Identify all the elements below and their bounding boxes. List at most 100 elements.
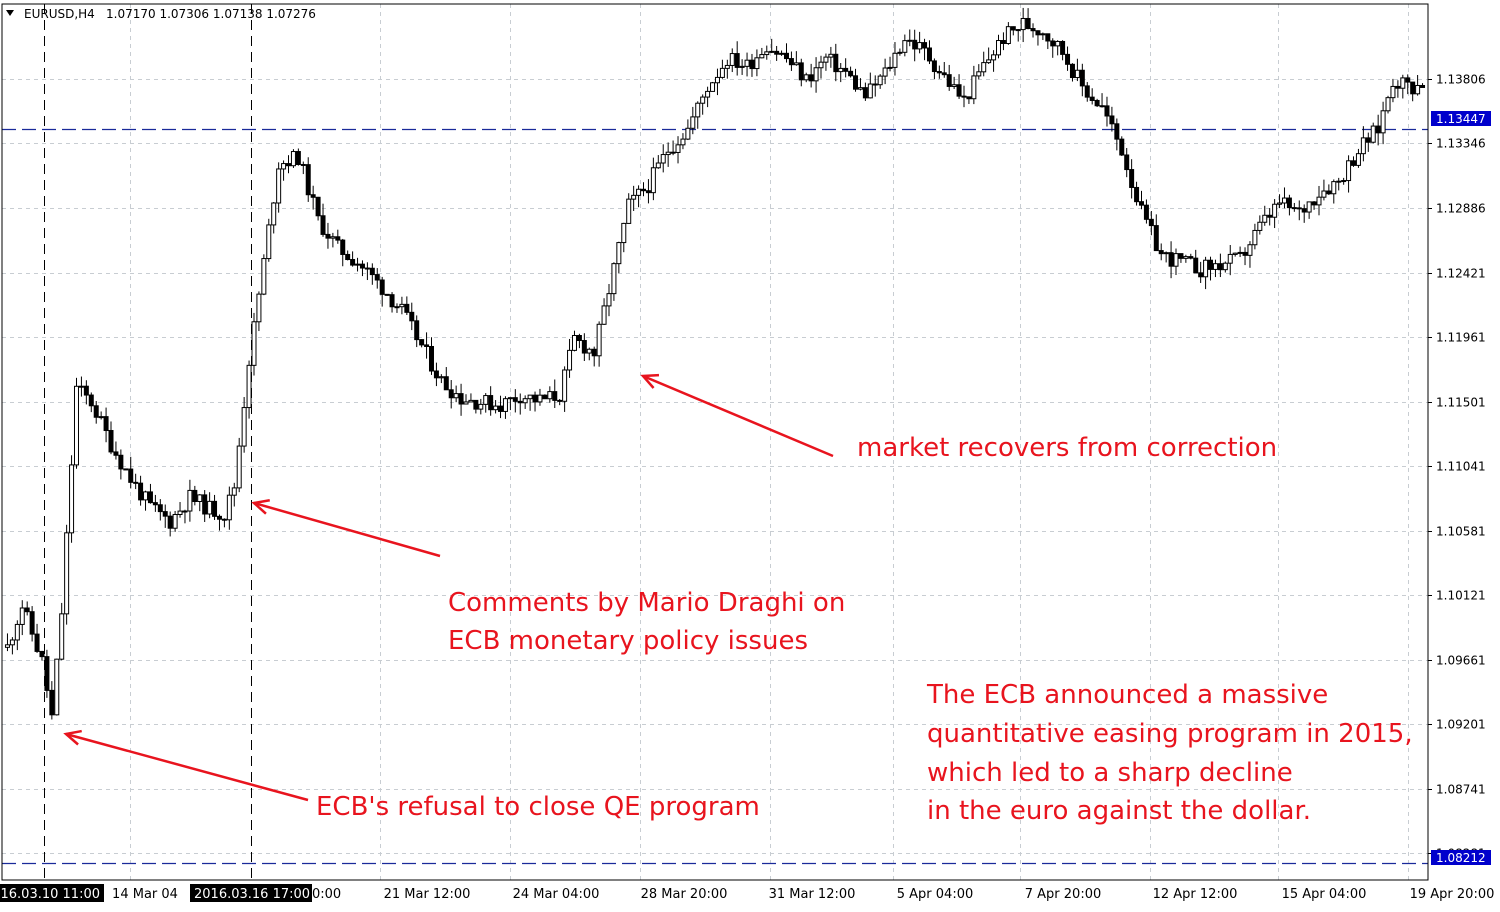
candle-up	[394, 306, 400, 309]
candle-up	[823, 56, 829, 63]
candle-up	[483, 395, 489, 405]
candle-up	[4, 644, 10, 648]
candle-down	[157, 504, 163, 513]
candle-up	[246, 364, 252, 409]
candle-down	[108, 430, 114, 453]
candle-up	[636, 188, 642, 196]
candle-up	[631, 194, 637, 200]
candle-up	[1247, 244, 1253, 256]
candle-up	[251, 321, 257, 366]
candle-down	[325, 233, 331, 239]
candle-down	[788, 58, 794, 66]
candle-down	[152, 502, 158, 506]
candle-down	[872, 83, 878, 86]
candle-up	[54, 658, 60, 716]
candle-up	[271, 202, 277, 226]
candle-down	[1395, 85, 1401, 89]
candle-up	[1055, 40, 1061, 47]
candle-down	[1079, 69, 1085, 87]
candle-up	[626, 198, 632, 224]
time-tag-first-label: 2016.03.10 11:00	[0, 887, 100, 902]
candle-up	[1203, 259, 1209, 278]
candle-down	[1138, 201, 1144, 206]
candle-up	[828, 53, 834, 58]
candle-up	[611, 263, 617, 295]
candle-up	[493, 405, 499, 411]
candle-down	[128, 468, 134, 483]
candle-up	[1074, 69, 1080, 79]
candle-up	[1331, 181, 1337, 195]
y-tick-label: 1.12421	[1436, 267, 1486, 281]
vertical-markers	[44, 4, 252, 880]
candle-down	[576, 335, 582, 342]
candle-down	[1114, 123, 1120, 140]
candle-down	[88, 394, 94, 407]
candle-down	[138, 482, 144, 501]
x-tick-label: 24 Mar 04:00	[513, 887, 600, 902]
x-tick-label: 28 Mar 20:00	[641, 887, 728, 902]
x-tick-label: 21 Mar 12:00	[384, 887, 471, 902]
candle-up	[1232, 252, 1238, 255]
candle-down	[1025, 17, 1031, 30]
candle-down	[912, 39, 918, 50]
candle-up	[813, 67, 819, 82]
candle-down	[1242, 251, 1248, 256]
candle-down	[133, 481, 139, 484]
candle-up	[98, 416, 104, 419]
candle-up	[779, 52, 785, 55]
candle-up	[1005, 26, 1011, 45]
annotation-qe-refusal: ECB's refusal to close QE program	[316, 792, 760, 822]
candle-down	[1084, 85, 1090, 98]
candle-down	[167, 515, 173, 529]
arrow-draghi-head	[251, 499, 270, 515]
candle-down	[1198, 272, 1204, 278]
candle-up	[764, 51, 770, 56]
candle-down	[1134, 186, 1140, 203]
y-tick-label: 1.11501	[1436, 396, 1486, 410]
candle-up	[700, 96, 706, 104]
candle-down	[29, 611, 35, 635]
candle-up	[744, 59, 750, 67]
x-tick-label: 5 Apr 04:00	[897, 887, 974, 902]
time-tag-first	[0, 884, 104, 902]
candle-down	[1375, 125, 1381, 134]
arrow-draghi	[253, 501, 441, 558]
candle-down	[39, 650, 45, 658]
candle-down	[384, 293, 390, 296]
candle-up	[236, 445, 242, 489]
candle-up	[729, 53, 735, 66]
candle-down	[1301, 208, 1307, 213]
candle-down	[1050, 40, 1056, 47]
candle-up	[616, 242, 622, 265]
candle-up	[522, 398, 528, 404]
candle-up	[838, 67, 844, 73]
candle-down	[1351, 160, 1357, 166]
dropdown-triangle-icon[interactable]	[6, 10, 14, 16]
candle-up	[197, 494, 203, 503]
y-tick-label: 1.11961	[1436, 331, 1486, 345]
candle-up	[64, 532, 70, 615]
candle-up	[665, 151, 671, 156]
candle-up	[877, 75, 883, 86]
candle-down	[473, 399, 479, 410]
candle-down	[315, 196, 321, 217]
candle-up	[586, 348, 592, 354]
candle-up	[1173, 253, 1179, 267]
candle-down	[359, 263, 365, 269]
candle-up	[231, 487, 237, 496]
candle-down	[335, 236, 341, 241]
candle-up	[1355, 153, 1361, 166]
candle-up	[226, 494, 232, 521]
candle-up	[562, 369, 568, 402]
candle-up	[971, 75, 977, 100]
candle-up	[1257, 221, 1263, 231]
candle-down	[843, 67, 849, 72]
candle-down	[1405, 77, 1411, 83]
candle-up	[1346, 160, 1352, 182]
candle-down	[1045, 33, 1051, 42]
horizontal-levels	[2, 128, 1428, 865]
candle-down	[1178, 253, 1184, 259]
